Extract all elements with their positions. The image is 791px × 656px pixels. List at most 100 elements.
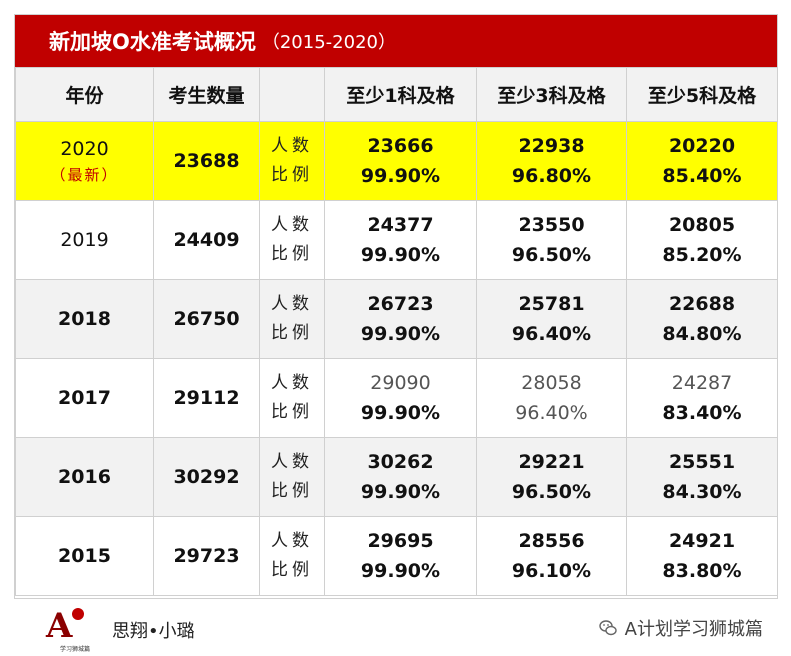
label-ratio: 比例: [271, 165, 313, 185]
header-candidates: 考生数量: [153, 67, 260, 122]
header-pass-3: 至少3科及格: [476, 67, 627, 122]
pass-1-count: 23666: [367, 135, 434, 157]
pass-5-count: 22688: [668, 293, 736, 315]
pass-5-cell: 20220 85.40%: [626, 121, 778, 201]
row-labels: 人数 比例: [259, 358, 325, 438]
pass-5-cell: 25551 84.30%: [626, 437, 778, 517]
header-pass-5: 至少5科及格: [626, 67, 778, 122]
label-count: 人数: [271, 294, 313, 314]
pass-1-ratio: 99.90%: [360, 165, 441, 187]
header-blank: [259, 67, 325, 122]
year-cell: 2020 （最新）: [15, 121, 154, 201]
header-year: 年份: [15, 67, 154, 122]
row-labels: 人数 比例: [259, 121, 325, 201]
header-row: 年份 考生数量 至少1科及格 至少3科及格 至少5科及格: [15, 67, 778, 122]
exam-table-frame: 新加坡O水准考试概况 （2015-2020） 年份 考生数量 至少1科及格 至少…: [14, 14, 778, 599]
table-row: 2016 30292 人数 比例 30262 99.90% 29221 96.5…: [15, 437, 778, 517]
pass-3-ratio: 96.50%: [511, 481, 592, 503]
table-row: 2017 29112 人数 比例 29090 99.90% 28058 96.4…: [15, 358, 778, 438]
label-count: 人数: [271, 136, 313, 156]
pass-1-count: 29695: [367, 530, 434, 552]
row-labels: 人数 比例: [259, 279, 325, 359]
pass-5-ratio: 83.80%: [662, 560, 742, 582]
pass-1-cell: 23666 99.90%: [324, 121, 477, 201]
wechat-icon: [598, 619, 617, 637]
candidates-cell: 26750: [153, 279, 260, 359]
label-ratio: 比例: [271, 244, 313, 264]
pass-3-count: 25781: [518, 293, 585, 315]
pass-1-ratio: 99.90%: [360, 244, 441, 266]
footer: A 学习狮城篇 思翔•小璐 A计划学习狮城篇: [0, 600, 791, 656]
pass-1-ratio: 99.90%: [360, 402, 441, 424]
label-ratio: 比例: [271, 323, 313, 343]
row-labels: 人数 比例: [259, 516, 325, 596]
account-name: A计划学习狮城篇: [624, 619, 763, 640]
brand-name: 思翔•小璐: [112, 621, 195, 642]
table-row: 2020 （最新） 23688 人数 比例 23666 99.90% 22938…: [15, 121, 778, 201]
title-bar: 新加坡O水准考试概况 （2015-2020）: [15, 15, 777, 67]
latest-note: （最新）: [50, 165, 119, 184]
candidates-cell: 30292: [153, 437, 260, 517]
pass-5-count: 24921: [668, 530, 736, 552]
candidates-cell: 29723: [153, 516, 260, 596]
row-labels: 人数 比例: [259, 200, 325, 280]
pass-3-count: 23550: [518, 214, 585, 236]
year-cell: 2018: [15, 279, 154, 359]
wechat-account[interactable]: A计划学习狮城篇: [598, 615, 763, 641]
pass-5-cell: 24921 83.80%: [626, 516, 778, 596]
pass-5-count: 24287: [671, 372, 733, 394]
pass-5-cell: 24287 83.40%: [626, 358, 778, 438]
pass-1-ratio: 99.90%: [360, 323, 441, 345]
pass-1-ratio: 99.90%: [360, 481, 441, 503]
row-labels: 人数 比例: [259, 437, 325, 517]
table-row: 2019 24409 人数 比例 24377 99.90% 23550 96.5…: [15, 200, 778, 280]
pass-1-cell: 24377 99.90%: [324, 200, 477, 280]
label-count: 人数: [271, 531, 313, 551]
label-ratio: 比例: [271, 402, 313, 422]
year-cell: 2016: [15, 437, 154, 517]
table-subtitle: （2015-2020）: [261, 32, 396, 53]
pass-1-count: 26723: [367, 293, 434, 315]
pass-1-cell: 29090 99.90%: [324, 358, 477, 438]
label-count: 人数: [271, 373, 313, 393]
pass-5-cell: 20805 85.20%: [626, 200, 778, 280]
pass-3-cell: 22938 96.80%: [476, 121, 627, 201]
label-count: 人数: [271, 215, 313, 235]
table-row: 2015 29723 人数 比例 29695 99.90% 28556 96.1…: [15, 516, 778, 596]
pass-3-cell: 28058 96.40%: [476, 358, 627, 438]
year-cell: 2015: [15, 516, 154, 596]
candidates-cell: 24409: [153, 200, 260, 280]
pass-1-cell: 26723 99.90%: [324, 279, 477, 359]
pass-3-cell: 25781 96.40%: [476, 279, 627, 359]
pass-3-cell: 23550 96.50%: [476, 200, 627, 280]
pass-5-count: 20220: [668, 135, 736, 157]
pass-3-count: 29221: [518, 451, 585, 473]
flower-icon: [72, 608, 84, 620]
pass-5-ratio: 83.40%: [662, 402, 742, 424]
header-pass-1: 至少1科及格: [324, 67, 477, 122]
year-cell: 2019: [15, 200, 154, 280]
pass-5-ratio: 85.40%: [662, 165, 742, 187]
pass-1-count: 30262: [367, 451, 434, 473]
pass-5-ratio: 84.30%: [662, 481, 742, 503]
label-ratio: 比例: [271, 560, 313, 580]
pass-3-cell: 28556 96.10%: [476, 516, 627, 596]
pass-3-ratio: 96.40%: [511, 323, 592, 345]
pass-3-count: 22938: [518, 135, 585, 157]
exam-stats-table: 年份 考生数量 至少1科及格 至少3科及格 至少5科及格 2020 （最新） 2…: [15, 67, 778, 596]
year-value: 2020: [60, 137, 109, 160]
pass-3-count: 28058: [521, 372, 582, 394]
pass-3-ratio: 96.40%: [515, 402, 588, 424]
pass-1-ratio: 99.90%: [360, 560, 441, 582]
pass-3-ratio: 96.50%: [511, 244, 592, 266]
pass-1-count: 29090: [370, 372, 431, 394]
pass-5-count: 20805: [668, 214, 736, 236]
label-count: 人数: [271, 452, 313, 472]
logo: A 学习狮城篇: [42, 606, 100, 653]
pass-3-count: 28556: [518, 530, 585, 552]
pass-1-cell: 29695 99.90%: [324, 516, 477, 596]
pass-3-ratio: 96.10%: [511, 560, 592, 582]
logo-letter: A: [46, 606, 73, 646]
candidates-cell: 23688: [153, 121, 260, 201]
pass-1-cell: 30262 99.90%: [324, 437, 477, 517]
